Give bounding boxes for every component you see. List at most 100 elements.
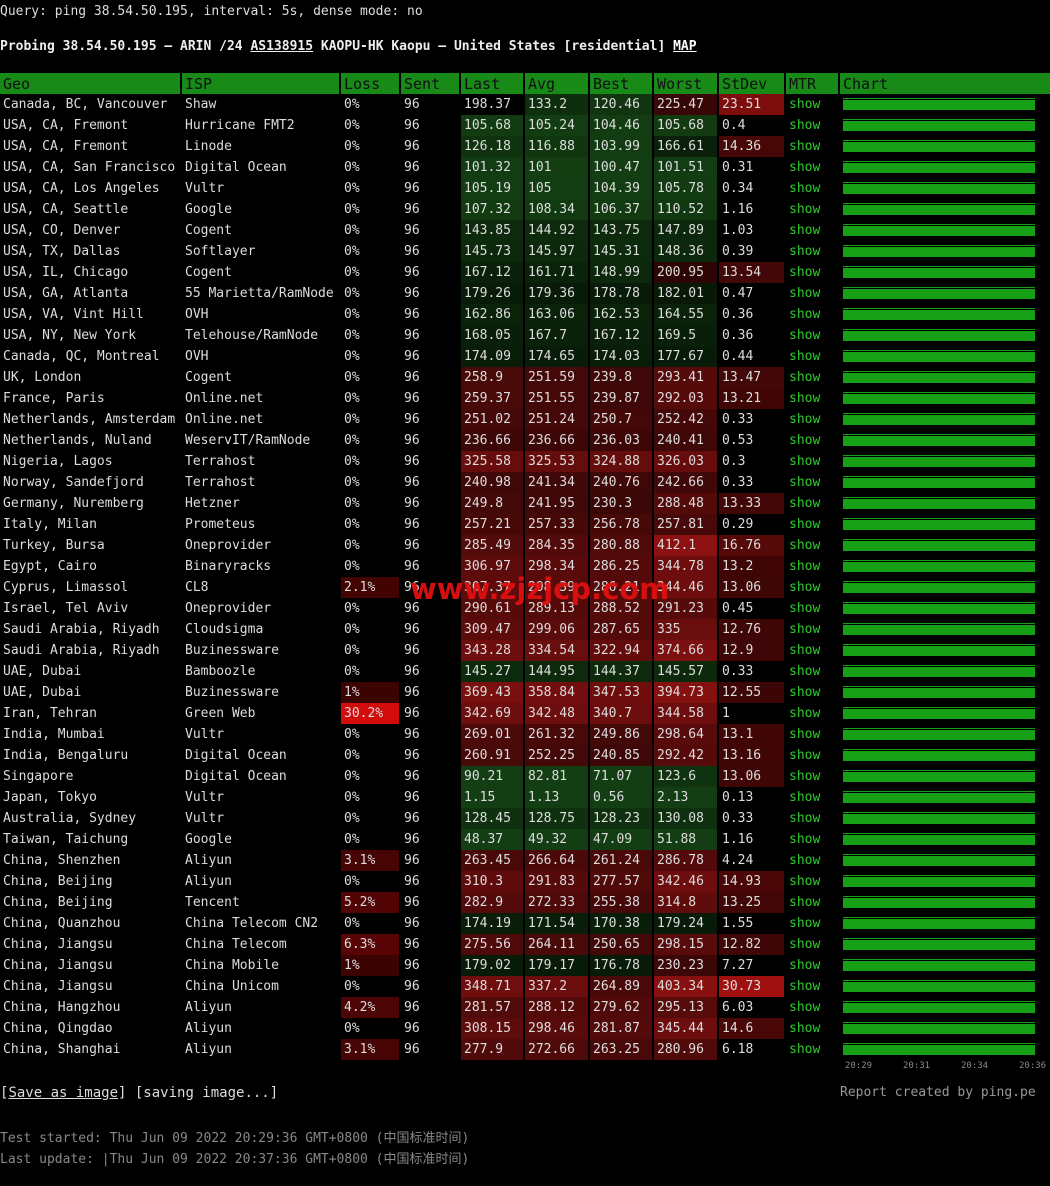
loss: 0% (344, 244, 360, 259)
mtr[interactable]: show (789, 958, 821, 973)
mtr[interactable]: show (789, 349, 821, 364)
mtr[interactable]: show (789, 895, 821, 910)
mtr[interactable]: show (789, 790, 821, 805)
mtr[interactable]: show (789, 937, 821, 952)
asn-link[interactable]: AS138915 (250, 39, 314, 54)
stdev: 12.76 (719, 619, 784, 640)
stdev: 0.13 (722, 790, 754, 805)
mtr[interactable]: show (789, 454, 821, 469)
worst: 101.51 (654, 157, 717, 178)
save-link[interactable]: Save as image (8, 1085, 119, 1101)
loss: 0% (344, 622, 360, 637)
mtr[interactable]: show (789, 307, 821, 322)
mtr[interactable]: show (789, 412, 821, 427)
mtr[interactable]: show (789, 181, 821, 196)
last: 1.15 (461, 787, 523, 808)
mtr[interactable]: show (789, 727, 821, 742)
mtr[interactable]: show (789, 517, 821, 532)
loss: 0% (344, 475, 360, 490)
isp: Hurricane FMT2 (185, 118, 295, 133)
sparkline-trace (843, 119, 1035, 120)
mtr[interactable]: show (789, 139, 821, 154)
mtr[interactable]: show (789, 664, 821, 679)
last: 179.26 (461, 283, 523, 304)
loss: 0% (344, 874, 360, 889)
loss: 0% (344, 160, 360, 175)
last: 126.18 (461, 136, 523, 157)
mtr[interactable]: show (789, 160, 821, 175)
mtr[interactable]: show (789, 622, 821, 637)
last: 310.3 (461, 871, 523, 892)
mtr[interactable]: show (789, 979, 821, 994)
mtr[interactable]: show (789, 265, 821, 280)
loss: 1% (341, 955, 399, 976)
stdev: 7.27 (722, 958, 754, 973)
sent: 96 (404, 286, 420, 301)
sparkline (843, 877, 1035, 887)
sent: 96 (404, 790, 420, 805)
mtr[interactable]: show (789, 748, 821, 763)
stdev: 14.93 (719, 871, 784, 892)
best: 287.65 (590, 619, 652, 640)
mtr[interactable]: show (789, 223, 821, 238)
map-link[interactable]: MAP (673, 39, 697, 54)
mtr[interactable]: show (789, 538, 821, 553)
stdev: 0.33 (722, 664, 754, 679)
mtr[interactable]: show (789, 853, 821, 868)
sparkline-trace (843, 623, 1035, 624)
last: 309.47 (461, 619, 523, 640)
mtr[interactable]: show (789, 286, 821, 301)
mtr[interactable]: show (789, 580, 821, 595)
mtr[interactable]: show (789, 1000, 821, 1015)
geo: Taiwan, Taichung (3, 832, 129, 847)
best: 236.03 (590, 430, 652, 451)
isp: Aliyun (185, 1042, 232, 1057)
last: 282.9 (461, 892, 523, 913)
sparkline (843, 100, 1035, 110)
mtr[interactable]: show (789, 391, 821, 406)
mtr[interactable]: show (789, 1021, 821, 1036)
best: 176.78 (590, 955, 652, 976)
mtr[interactable]: show (789, 97, 821, 112)
sent: 96 (404, 811, 420, 826)
mtr[interactable]: show (789, 685, 821, 700)
geo: Saudi Arabia, Riyadh (3, 643, 160, 658)
mtr[interactable]: show (789, 916, 821, 931)
isp: Vultr (185, 181, 225, 196)
avg: 288.12 (525, 997, 588, 1018)
avg: 161.71 (525, 262, 588, 283)
sent: 96 (404, 517, 420, 532)
best: 280.88 (590, 535, 652, 556)
loss: 0% (344, 517, 360, 532)
mtr[interactable]: show (789, 475, 821, 490)
column-header: Worst (654, 73, 717, 94)
mtr[interactable]: show (789, 1042, 821, 1057)
mtr[interactable]: show (789, 202, 821, 217)
mtr[interactable]: show (789, 706, 821, 721)
best: 239.87 (590, 388, 652, 409)
mtr[interactable]: show (789, 811, 821, 826)
mtr[interactable]: show (789, 769, 821, 784)
worst: 342.46 (654, 871, 717, 892)
mtr[interactable]: show (789, 601, 821, 616)
mtr[interactable]: show (789, 559, 821, 574)
mtr[interactable]: show (789, 328, 821, 343)
mtr[interactable]: show (789, 832, 821, 847)
geo: China, Jiangsu (3, 958, 113, 973)
mtr[interactable]: show (789, 496, 821, 511)
sparkline (843, 688, 1035, 698)
avg: 264.11 (525, 934, 588, 955)
mtr[interactable]: show (789, 433, 821, 448)
mtr[interactable]: show (789, 643, 821, 658)
mtr[interactable]: show (789, 118, 821, 133)
mtr[interactable]: show (789, 874, 821, 889)
avg: 1.13 (525, 787, 588, 808)
loss: 0% (344, 538, 360, 553)
loss: 0% (344, 979, 360, 994)
geo: China, Quanzhou (3, 916, 121, 931)
mtr[interactable]: show (789, 370, 821, 385)
geo: China, Shenzhen (3, 853, 121, 868)
geo: Japan, Tokyo (3, 790, 97, 805)
mtr[interactable]: show (789, 244, 821, 259)
sparkline-trace (843, 791, 1035, 792)
